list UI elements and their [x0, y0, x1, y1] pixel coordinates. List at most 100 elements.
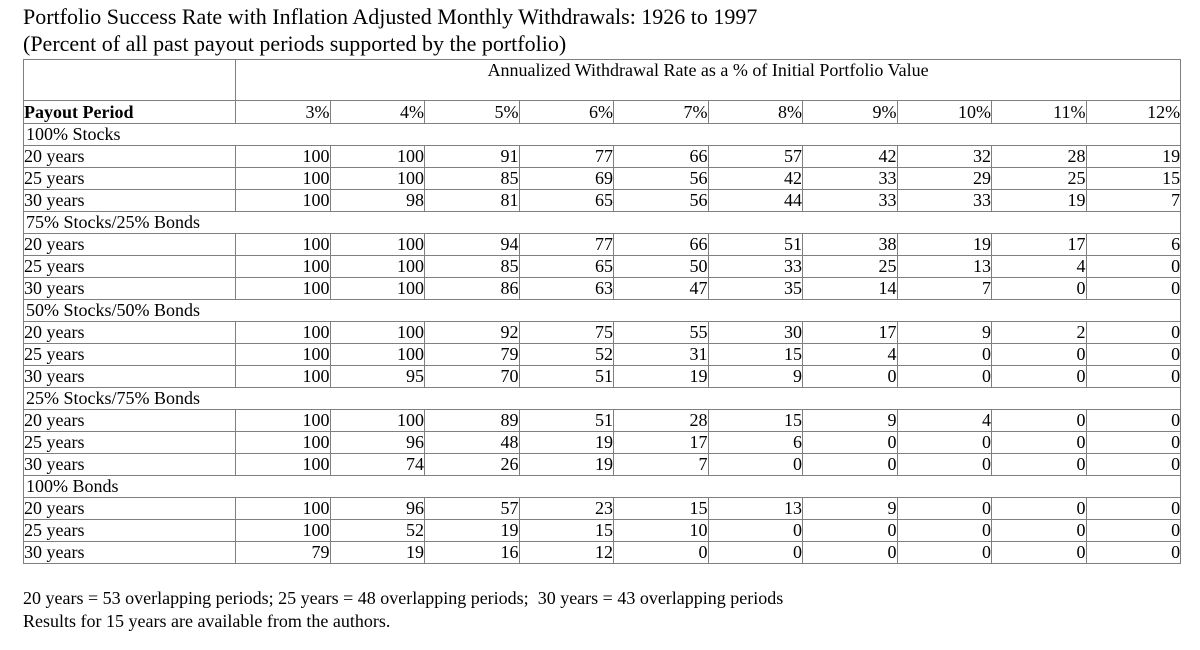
payout-period-header: Payout Period: [23, 100, 236, 124]
value-cell: 96: [329, 497, 425, 520]
value-cell: 32: [896, 145, 992, 168]
value-cell: 29: [896, 167, 992, 190]
value-cell: 25: [991, 167, 1087, 190]
value-cell: 30: [707, 321, 803, 344]
value-cell: 31: [613, 343, 709, 366]
value-cell: 0: [896, 519, 992, 542]
rate-column-header: 6%: [518, 100, 614, 124]
value-cell: 0: [991, 409, 1087, 432]
value-cell: 33: [896, 189, 992, 212]
value-cell: 6: [707, 431, 803, 454]
value-cell: 19: [329, 541, 425, 564]
payout-period-cell: 30 years: [23, 277, 236, 300]
value-cell: 94: [424, 233, 520, 256]
value-cell: 0: [707, 541, 803, 564]
value-cell: 0: [991, 365, 1087, 388]
page-subtitle: (Percent of all past payout periods supp…: [23, 31, 567, 56]
value-cell: 38: [802, 233, 898, 256]
table-row: 30 years 100 98 81 65 56 44 33 33 19 7: [23, 189, 1182, 212]
value-cell: 77: [518, 145, 614, 168]
value-cell: 12: [518, 541, 614, 564]
value-cell: 0: [1085, 497, 1182, 520]
value-cell: 92: [424, 321, 520, 344]
section-row: 50% Stocks/50% Bonds: [22, 299, 1182, 322]
rate-column-header: 4%: [329, 100, 425, 124]
value-cell: 23: [518, 497, 614, 520]
value-cell: 100: [235, 431, 331, 454]
value-cell: 0: [896, 431, 992, 454]
value-cell: 0: [991, 541, 1087, 564]
value-cell: 52: [329, 519, 425, 542]
table-row: 25 years 100 96 48 19 17 6 0 0 0 0: [23, 431, 1182, 454]
value-cell: 9: [707, 365, 803, 388]
value-cell: 0: [613, 541, 709, 564]
withdrawal-rate-group-header: Annualized Withdrawal Rate as a % of Ini…: [234, 59, 1182, 101]
group-header-row: Annualized Withdrawal Rate as a % of Ini…: [23, 59, 1182, 101]
payout-period-cell: 30 years: [23, 365, 236, 388]
column-header-row: Payout Period 3% 4% 5% 6% 7% 8% 9% 10% 11% 12%: [23, 100, 1182, 124]
table-row: 20 years 100 100 94 77 66 51 38 19 17 6: [23, 233, 1182, 256]
page-title: Portfolio Success Rate with Inflation Ad…: [23, 4, 758, 29]
value-cell: 85: [424, 167, 520, 190]
payout-period-cell: 20 years: [23, 233, 236, 256]
section-label: 100% Bonds: [22, 475, 1182, 498]
value-cell: 74: [329, 453, 425, 476]
value-cell: 0: [1085, 255, 1182, 278]
value-cell: 95: [329, 365, 425, 388]
value-cell: 66: [613, 233, 709, 256]
value-cell: 51: [518, 365, 614, 388]
payout-period-cell: 30 years: [23, 453, 236, 476]
value-cell: 0: [896, 497, 992, 520]
value-cell: 14: [802, 277, 898, 300]
rate-column-header: 10%: [896, 100, 992, 124]
value-cell: 0: [991, 431, 1087, 454]
value-cell: 19: [991, 189, 1087, 212]
value-cell: 0: [991, 519, 1087, 542]
value-cell: 9: [896, 321, 992, 344]
rate-column-header: 11%: [991, 100, 1087, 124]
value-cell: 0: [991, 343, 1087, 366]
value-cell: 52: [518, 343, 614, 366]
value-cell: 0: [707, 519, 803, 542]
value-cell: 100: [235, 453, 331, 476]
section-label: 25% Stocks/75% Bonds: [22, 387, 1182, 410]
value-cell: 0: [896, 541, 992, 564]
table-row: 20 years 100 96 57 23 15 13 9 0 0 0: [23, 497, 1182, 520]
payout-period-cell: 25 years: [23, 255, 236, 278]
payout-period-cell: 25 years: [23, 343, 236, 366]
value-cell: 7: [613, 453, 709, 476]
value-cell: 33: [802, 167, 898, 190]
payout-period-cell: 25 years: [23, 167, 236, 190]
table-row: 30 years 100 74 26 19 7 0 0 0 0 0: [23, 453, 1182, 476]
value-cell: 13: [707, 497, 803, 520]
rate-column-header: 5%: [424, 100, 520, 124]
value-cell: 42: [802, 145, 898, 168]
payout-period-cell: 20 years: [23, 409, 236, 432]
table-row: 20 years 100 100 91 77 66 57 42 32 28 19: [23, 145, 1182, 168]
value-cell: 100: [235, 519, 331, 542]
section-row: 100% Bonds: [22, 475, 1182, 498]
value-cell: 2: [991, 321, 1087, 344]
corner-cell: [23, 59, 236, 101]
value-cell: 0: [802, 431, 898, 454]
value-cell: 100: [235, 233, 331, 256]
value-cell: 0: [1085, 453, 1182, 476]
value-cell: 4: [802, 343, 898, 366]
value-cell: 33: [802, 189, 898, 212]
payout-period-cell: 25 years: [23, 431, 236, 454]
table-row: 30 years 100 95 70 51 19 9 0 0 0 0: [23, 365, 1182, 388]
value-cell: 0: [896, 365, 992, 388]
value-cell: 6: [1085, 233, 1182, 256]
value-cell: 4: [991, 255, 1087, 278]
value-cell: 66: [613, 145, 709, 168]
footnotes: 20 years = 53 overlapping periods; 25 ye…: [23, 587, 1200, 633]
value-cell: 28: [613, 409, 709, 432]
value-cell: 48: [424, 431, 520, 454]
value-cell: 100: [235, 189, 331, 212]
value-cell: 0: [896, 343, 992, 366]
value-cell: 85: [424, 255, 520, 278]
value-cell: 100: [235, 343, 331, 366]
table-row: 25 years 100 52 19 15 10 0 0 0 0 0: [23, 519, 1182, 542]
value-cell: 100: [235, 321, 331, 344]
rate-column-header: 9%: [802, 100, 898, 124]
